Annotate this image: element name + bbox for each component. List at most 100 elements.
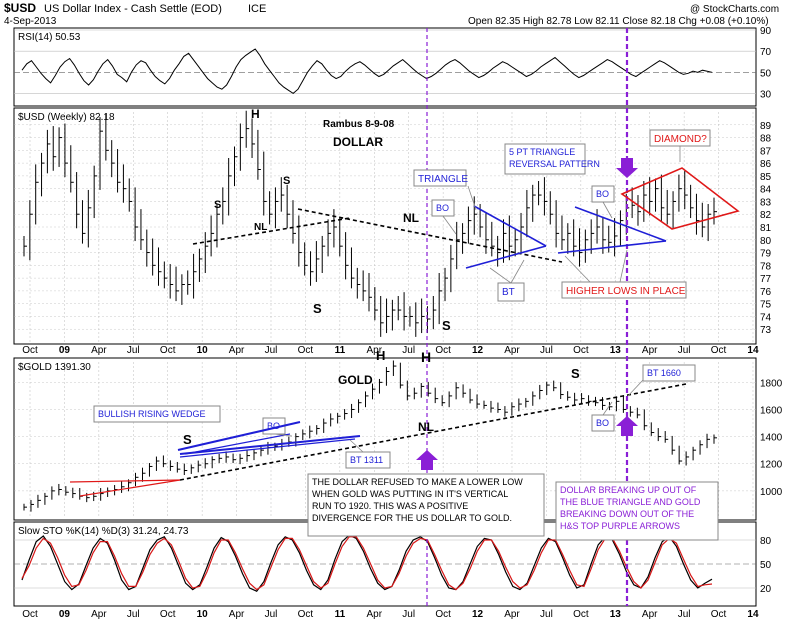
- x-tick-label-usd: Jul: [678, 345, 691, 356]
- x-tick-label-sto: Jul: [540, 609, 553, 620]
- x-tick-label-usd: Jul: [265, 345, 278, 356]
- x-tick-label-usd: Jul: [127, 345, 140, 356]
- bo-callout-gold-1-text: BO: [267, 421, 280, 431]
- purple-arrow-usd: [616, 158, 638, 178]
- usd-tick-label: 88: [760, 134, 772, 145]
- usd-right-shoulder-label: S: [283, 175, 290, 187]
- usd-neckline-label: NL: [254, 222, 267, 233]
- usd-tick-label: 81: [760, 223, 772, 234]
- x-tick-label-sto: 13: [610, 609, 622, 620]
- rsi-panel: [13, 27, 757, 107]
- breakout-note-text: BREAKING DOWN OUT OF THE: [560, 509, 694, 519]
- x-tick-label-sto: Jul: [127, 609, 140, 620]
- x-tick-label-usd: Oct: [160, 345, 176, 356]
- connector-bo-2: [602, 201, 613, 219]
- usd-tick-label: 80: [760, 236, 772, 247]
- dollar-gold-note-text: WHEN GOLD WAS PUTTING IN IT'S VERTICAL: [312, 489, 508, 499]
- usd-inverse-head: H: [376, 348, 385, 363]
- gold-tick-label: 1800: [760, 378, 783, 389]
- gold-wedge-upper: [184, 433, 291, 455]
- x-tick-label-sto: 14: [747, 609, 759, 620]
- sto-label: Slow STO %K(14) %D(3) 31.24, 24.73: [18, 526, 189, 537]
- x-tick-label-sto: Oct: [298, 609, 314, 620]
- bo-callout-2-text: BO: [596, 189, 609, 199]
- gold-left-shoulder-label: S: [183, 432, 192, 447]
- bt1660-callout-text: BT 1660: [647, 368, 681, 378]
- usd-tick-label: 87: [760, 146, 772, 157]
- usd-tick-label: 76: [760, 287, 772, 298]
- dollar-title: DOLLAR: [333, 135, 383, 149]
- connector-bo-gold-1: [273, 433, 293, 437]
- header-name: US Dollar Index - Cash Settle (EOD): [44, 3, 222, 15]
- x-tick-label-sto: Apr: [366, 609, 382, 620]
- usd-left-shoulder-inverse: S: [313, 301, 322, 316]
- rsi-tick-label: 50: [760, 68, 772, 79]
- header-date: 4-Sep-2013: [4, 16, 57, 27]
- x-tick-label-usd: Jul: [402, 345, 415, 356]
- dollar-gold-note-text: THE DOLLAR REFUSED TO MAKE A LOWER LOW: [312, 477, 523, 487]
- usd-right-shoulder-inverse: S: [442, 318, 451, 333]
- gold-title: GOLD: [338, 373, 373, 387]
- x-tick-label-usd: Apr: [366, 345, 382, 356]
- gold-head-label: H: [421, 349, 431, 365]
- gold-wedge-lower-2: [179, 438, 356, 458]
- x-tick-label-sto: 12: [472, 609, 484, 620]
- x-tick-label-sto: 11: [335, 609, 346, 620]
- sto-k-line: [21, 534, 713, 592]
- usd-label: $USD (Weekly) 82.18: [18, 112, 115, 123]
- bt1660-callout-box: [642, 364, 696, 382]
- usd-inverse-neckline-label: NL: [403, 211, 419, 225]
- x-tick-label-sto: Apr: [91, 609, 107, 620]
- blue-5pt-lower: [557, 240, 667, 254]
- gold-right-shoulder-label: S: [571, 366, 580, 381]
- diamond-callout-text: DIAMOND?: [654, 134, 707, 145]
- bt1311-callout-text: BT 1311: [350, 455, 383, 465]
- x-tick-label-usd: Oct: [298, 345, 314, 356]
- x-tick-label-sto: Jul: [402, 609, 415, 620]
- breakout-note-text: DOLLAR BREAKING UP OUT OF: [560, 485, 697, 495]
- rsi-line: [21, 48, 713, 95]
- x-tick-label-usd: Jul: [540, 345, 553, 356]
- connector-bt1660: [627, 379, 644, 397]
- rsi-label: RSI(14) 50.53: [18, 32, 81, 43]
- bt1311-callout-box: [345, 451, 391, 469]
- five-pt-callout-text: REVERSAL PATTERN: [509, 159, 600, 169]
- triangle-callout-box: [413, 169, 467, 187]
- usd-tick-label: 86: [760, 159, 772, 170]
- connector-bt-2: [510, 259, 525, 284]
- x-tick-label-usd: Oct: [573, 345, 589, 356]
- header-copyright: @ StockCharts.com: [690, 4, 779, 15]
- sto-tick-label: 80: [760, 536, 772, 547]
- blue-triangle-lower: [465, 245, 547, 269]
- purple-arrow-gold-right: [616, 416, 638, 436]
- x-tick-label-usd: Oct: [435, 345, 451, 356]
- x-tick-label-usd: 14: [747, 345, 759, 356]
- rsi-tick-label: 90: [760, 26, 772, 37]
- breakout-note-box: [555, 481, 719, 541]
- gold-neckline-label: NL: [418, 420, 434, 434]
- usd-tick-label: 85: [760, 172, 772, 183]
- x-tick-label-usd: Apr: [504, 345, 520, 356]
- usd-hs-neckline: [192, 217, 351, 245]
- connector-hl-2: [619, 249, 628, 283]
- connector-triangle: [467, 185, 477, 211]
- x-tick-label-sto: Oct: [22, 609, 38, 620]
- usd-tick-label: 79: [760, 249, 772, 260]
- usd-tick-label: 78: [760, 261, 772, 272]
- author-annotation: Rambus 8-9-08: [323, 119, 395, 130]
- gold-label: $GOLD 1391.30: [18, 362, 91, 373]
- sto-d-line: [21, 536, 713, 591]
- x-tick-label-usd: 13: [610, 345, 622, 356]
- rsi-tick-label: 30: [760, 89, 772, 100]
- usd-tick-label: 82: [760, 210, 772, 221]
- connector-bo-1: [442, 215, 457, 235]
- dollar-gold-note-box: [307, 473, 545, 537]
- red-diamond-pattern: [620, 167, 740, 230]
- x-tick-label-usd: Apr: [91, 345, 107, 356]
- gold-hs-neckline: [179, 383, 687, 481]
- axis-label-layer: Oct Oct 09 09 Apr Apr Jul Jul Oct Oct 10 10 Apr Apr Ju…: [18, 26, 783, 620]
- x-tick-label-usd: Apr: [229, 345, 245, 356]
- blue-triangle-upper: [473, 205, 547, 247]
- gold-red-triangle-top: [69, 479, 181, 483]
